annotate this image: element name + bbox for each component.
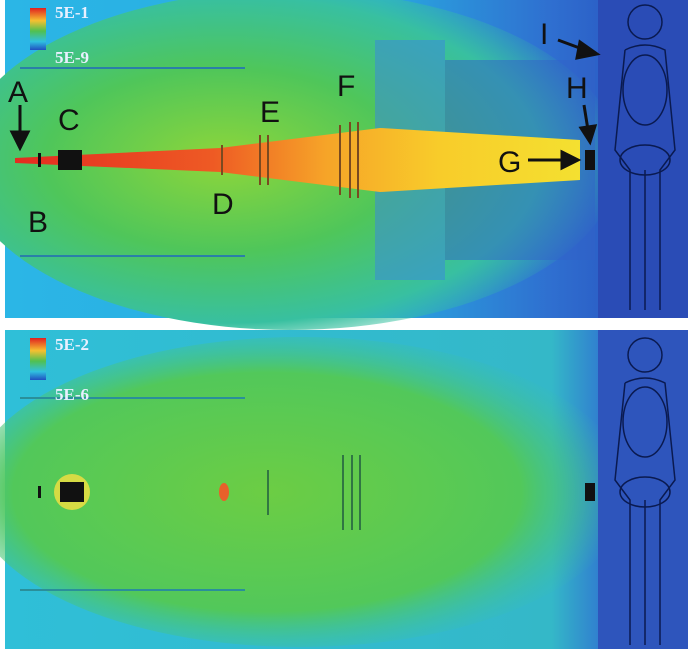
label: D — [212, 188, 234, 221]
component — [38, 153, 41, 167]
label: I — [540, 18, 548, 51]
label: B — [28, 206, 48, 239]
label: H — [566, 72, 588, 105]
top-panel: 5E-1 5E-9 A B C D E F G H I — [0, 0, 688, 330]
component — [60, 482, 84, 502]
label: A — [8, 76, 28, 109]
target — [585, 483, 595, 501]
legend-max: 5E-2 — [55, 335, 89, 354]
label: C — [58, 104, 80, 137]
label: F — [337, 70, 355, 103]
component — [58, 150, 82, 170]
dose-field — [0, 337, 630, 647]
target — [585, 150, 595, 170]
phantom-region — [598, 0, 688, 318]
bottom-panel: 5E-2 5E-6 — [0, 330, 688, 649]
legend-min: 5E-9 — [55, 48, 89, 67]
figure: 5E-1 5E-9 A B C D E F G H I — [0, 0, 688, 649]
component — [38, 486, 41, 498]
legend-min: 5E-6 — [55, 385, 89, 404]
label: G — [498, 146, 521, 179]
legend-max: 5E-1 — [55, 3, 89, 22]
colorbar — [30, 8, 46, 50]
colorbar — [30, 338, 46, 380]
hotspot — [219, 483, 229, 501]
label: E — [260, 96, 280, 129]
